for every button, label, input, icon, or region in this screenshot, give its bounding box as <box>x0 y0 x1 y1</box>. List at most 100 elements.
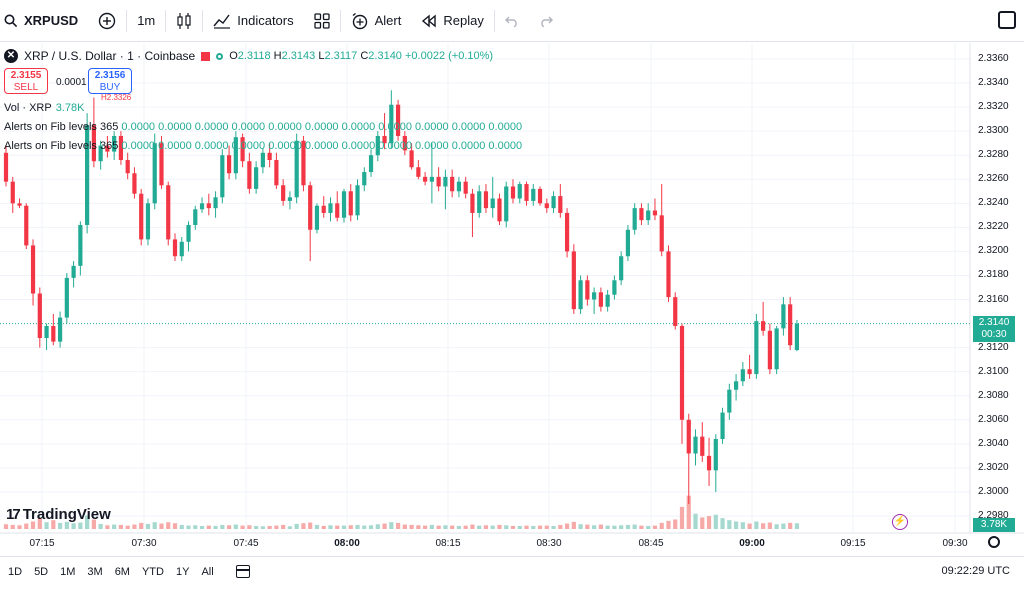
range-button[interactable]: All <box>201 565 214 578</box>
sell-button[interactable]: 2.3155 SELL <box>4 68 48 94</box>
candle-body[interactable] <box>382 135 387 144</box>
candle-body[interactable] <box>51 325 56 342</box>
candle-body[interactable] <box>10 181 15 204</box>
candle-body[interactable] <box>139 193 144 240</box>
candle-body[interactable] <box>193 209 198 225</box>
alert-button[interactable]: Alert <box>341 0 412 42</box>
range-button[interactable]: 6M <box>114 565 130 578</box>
fullscreen-icon[interactable] <box>998 11 1016 29</box>
candle-body[interactable] <box>612 280 617 295</box>
calendar-icon[interactable] <box>235 565 250 578</box>
candle-body[interactable] <box>564 212 570 252</box>
candle-body[interactable] <box>226 155 232 174</box>
candle-body[interactable] <box>727 389 732 413</box>
redo-button[interactable] <box>529 0 563 42</box>
candle-body[interactable] <box>172 239 178 257</box>
candle-body[interactable] <box>159 143 164 186</box>
candle-body[interactable] <box>179 241 184 257</box>
candle-body[interactable] <box>416 167 421 177</box>
candle-body[interactable] <box>78 224 83 266</box>
compare-button[interactable] <box>88 0 126 42</box>
candle-body[interactable] <box>132 173 137 194</box>
candle-body[interactable] <box>558 196 563 213</box>
candle-body[interactable] <box>443 176 448 187</box>
replay-button[interactable]: Replay <box>411 0 493 42</box>
candle-body[interactable] <box>294 140 299 198</box>
candle-body[interactable] <box>24 205 29 246</box>
lightning-icon[interactable]: ⚡ <box>892 514 908 530</box>
candle-body[interactable] <box>686 419 691 454</box>
candle-body[interactable] <box>409 150 414 168</box>
candle-body[interactable] <box>362 172 367 186</box>
candle-body[interactable] <box>220 155 225 198</box>
candle-body[interactable] <box>781 304 786 329</box>
candle-body[interactable] <box>774 328 779 370</box>
settings-gear-icon[interactable] <box>988 536 1000 548</box>
price-chart[interactable] <box>0 43 1024 553</box>
candle-body[interactable] <box>240 137 245 162</box>
candle-body[interactable] <box>537 188 543 204</box>
candle-body[interactable] <box>37 293 42 339</box>
candle-body[interactable] <box>490 198 495 209</box>
symbol-search-button[interactable]: XRPUSD <box>0 0 88 42</box>
candle-body[interactable] <box>233 137 238 174</box>
candle-body[interactable] <box>598 292 603 307</box>
candle-body[interactable] <box>105 145 110 152</box>
range-button[interactable]: 3M <box>87 565 103 578</box>
candle-body[interactable] <box>713 439 718 471</box>
candle-body[interactable] <box>199 203 205 210</box>
candle-body[interactable] <box>118 135 124 161</box>
candle-body[interactable] <box>423 176 428 182</box>
candle-body[interactable] <box>355 185 360 216</box>
candle-body[interactable] <box>720 412 725 440</box>
candle-body[interactable] <box>368 155 374 173</box>
candle-body[interactable] <box>314 205 320 230</box>
candle-body[interactable] <box>281 185 286 201</box>
candle-body[interactable] <box>788 304 793 346</box>
candle-body[interactable] <box>619 256 624 281</box>
volume-legend[interactable]: Vol · XRP 3.78K <box>4 102 84 114</box>
range-button[interactable]: 1Y <box>175 565 190 578</box>
buy-button[interactable]: 2.3156 BUY <box>88 68 132 94</box>
candle-body[interactable] <box>402 135 407 151</box>
candle-body[interactable] <box>260 152 265 168</box>
candle-body[interactable] <box>395 104 401 136</box>
range-button[interactable]: 1D <box>8 565 23 578</box>
candle-body[interactable] <box>254 167 259 189</box>
candle-body[interactable] <box>206 203 211 209</box>
candle-body[interactable] <box>57 317 63 342</box>
candle-body[interactable] <box>112 135 117 152</box>
candle-body[interactable] <box>152 143 157 204</box>
flag-icon[interactable] <box>201 51 211 61</box>
candle-body[interactable] <box>504 186 509 222</box>
range-button[interactable]: 1M <box>60 565 76 578</box>
pair-title[interactable]: XRP / U.S. Dollar · 1 · Coinbase <box>24 49 196 63</box>
candle-body[interactable] <box>301 140 306 186</box>
candle-body[interactable] <box>733 381 739 390</box>
fib-alert-legend[interactable]: Alerts on Fib levels 365 0.0000 0.0000 0… <box>4 121 522 133</box>
candle-body[interactable] <box>267 152 272 161</box>
candle-body[interactable] <box>166 185 171 240</box>
undo-button[interactable] <box>495 0 529 42</box>
chart-type-button[interactable] <box>166 0 202 42</box>
candle-body[interactable] <box>673 297 678 326</box>
candle-body[interactable] <box>571 251 576 310</box>
candle-body[interactable] <box>321 205 326 213</box>
candle-body[interactable] <box>483 191 489 209</box>
candle-body[interactable] <box>632 208 637 230</box>
candle-body[interactable] <box>287 197 293 201</box>
fib-alert-legend[interactable]: Alerts on Fib levels 365 0.0000 0.0000 0… <box>4 140 522 152</box>
indicators-button[interactable]: Indicators <box>203 0 303 42</box>
range-button[interactable]: 5D <box>34 565 49 578</box>
candle-body[interactable] <box>531 188 536 201</box>
candle-body[interactable] <box>754 321 759 375</box>
candle-body[interactable] <box>429 176 434 182</box>
candle-body[interactable] <box>85 125 90 225</box>
candle-body[interactable] <box>646 210 651 221</box>
candle-body[interactable] <box>30 245 36 294</box>
candle-body[interactable] <box>639 208 644 221</box>
range-button[interactable]: YTD <box>141 565 164 578</box>
candle-body[interactable] <box>341 191 347 218</box>
candle-body[interactable] <box>510 186 516 199</box>
candle-body[interactable] <box>625 229 631 257</box>
